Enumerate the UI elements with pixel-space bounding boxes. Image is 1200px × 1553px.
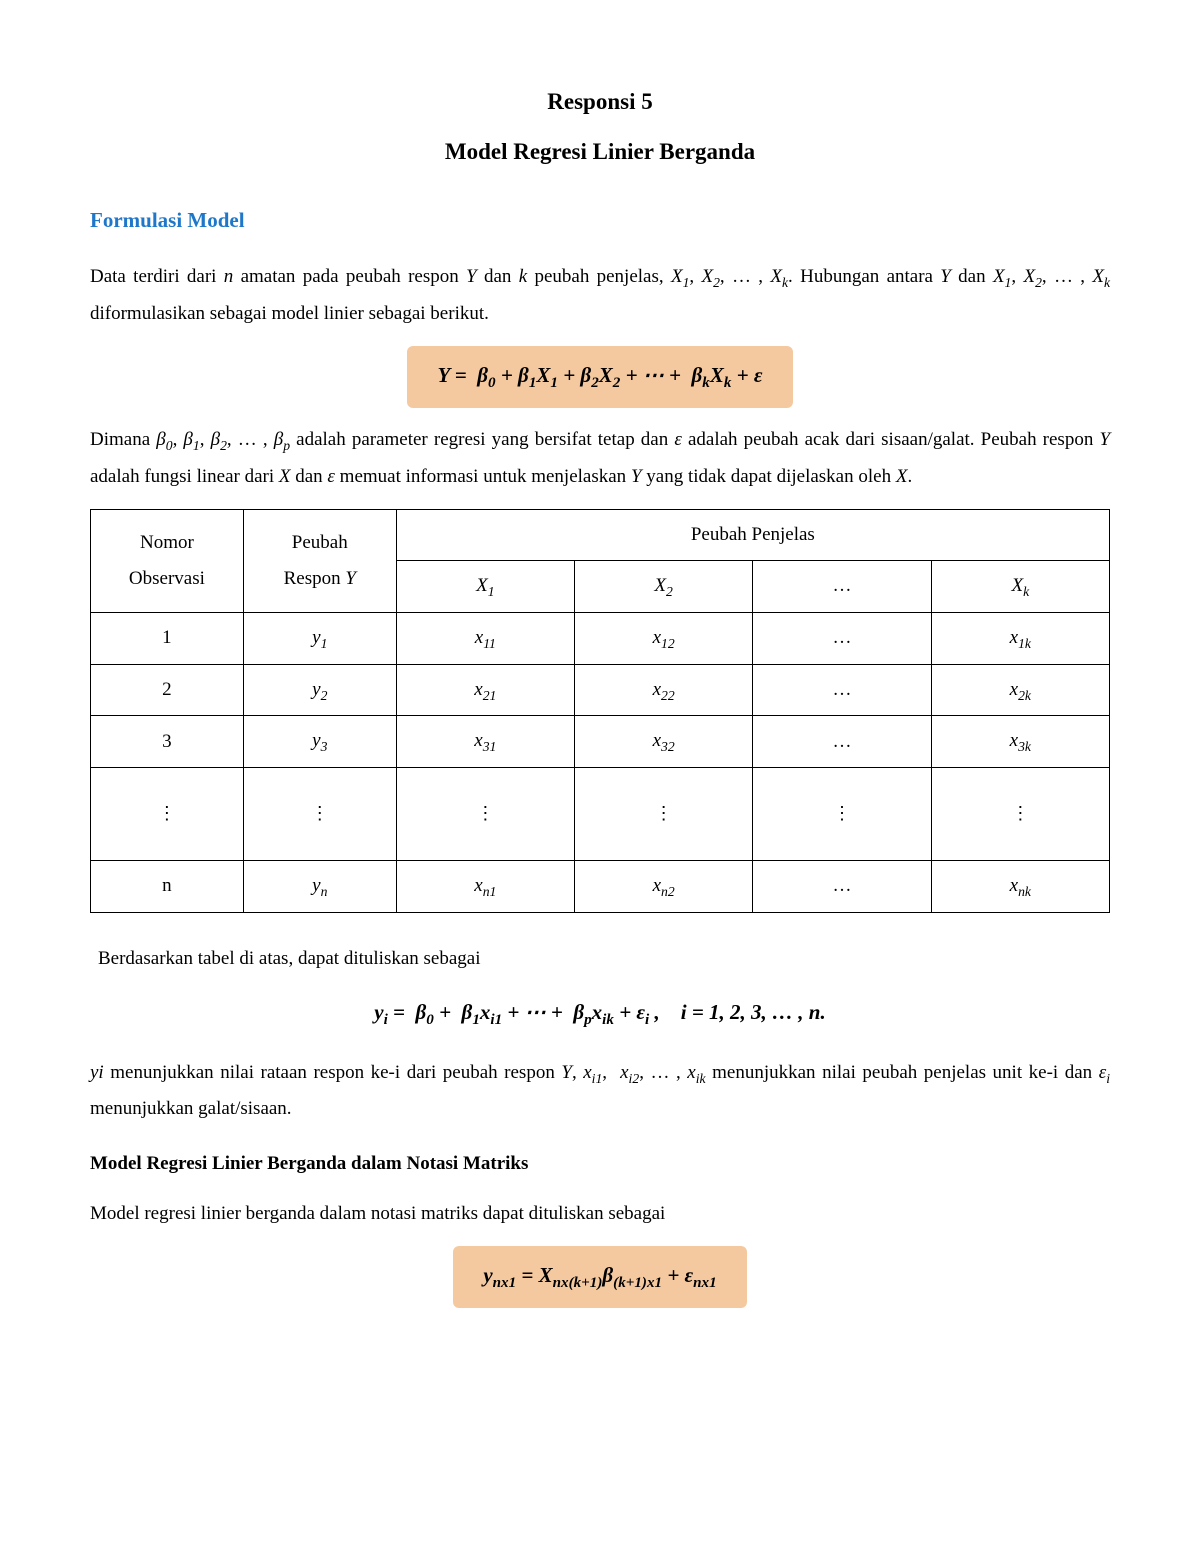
table-row: 1y1x11x12…x1k [91,612,1110,664]
table-cell: y2 [243,664,396,716]
paragraph-intro: Data terdiri dari n amatan pada peubah r… [90,259,1110,332]
table-cell: ⋮ [931,768,1109,861]
table-cell: x3k [931,716,1109,768]
table-cell: ⋮ [753,768,931,861]
table-row: 3y3x31x32…x3k [91,716,1110,768]
paragraph-parameters: Dimana β0, β1, β2, … , βp adalah paramet… [90,422,1110,495]
table-cell: … [753,716,931,768]
table-cell: ⋮ [575,768,753,861]
table-cell: y1 [243,612,396,664]
table-cell: x11 [396,612,574,664]
col-penjelas-span: Peubah Penjelas [396,509,1109,560]
table-cell: x32 [575,716,753,768]
formula-1: Y = β0 + β1X1 + β2X2 + ⋯ + βkXk + ε [407,346,792,408]
table-cell: xnk [931,860,1109,912]
table-cell: yn [243,860,396,912]
col-x2: X2 [575,561,753,613]
table-cell: y3 [243,716,396,768]
table-cell: … [753,664,931,716]
col-xk: Xk [931,561,1109,613]
table-row: ⋮⋮⋮⋮⋮⋮ [91,768,1110,861]
title-block: Responsi 5 Model Regresi Linier Berganda [90,80,1110,173]
paragraph-table-caption: Berdasarkan tabel di atas, dapat ditulis… [90,941,1110,977]
table-cell: … [753,860,931,912]
formula-3: ynx1 = Xnx(k+1)β(k+1)x1 + εnx1 [453,1246,746,1308]
formula-2: yi = β0 + β1xi1 + ⋯ + βpxik + εi , i = 1… [90,993,1110,1035]
section-heading-formulasi: Formulasi Model [90,201,1110,241]
table-cell: xn1 [396,860,574,912]
table-cell: 3 [91,716,244,768]
table-row: nynxn1xn2…xnk [91,860,1110,912]
table-cell: xn2 [575,860,753,912]
col-nomor: Nomor Observasi [91,509,244,612]
table-cell: x2k [931,664,1109,716]
table-cell: x21 [396,664,574,716]
table-cell: x12 [575,612,753,664]
table-cell: ⋮ [91,768,244,861]
table-cell: x1k [931,612,1109,664]
table-cell: ⋮ [396,768,574,861]
table-cell: 1 [91,612,244,664]
table-cell: 2 [91,664,244,716]
subheading-matrix: Model Regresi Linier Berganda dalam Nota… [90,1146,1110,1182]
table-cell: x22 [575,664,753,716]
col-respon: Peubah Respon Y [243,509,396,612]
col-x1: X1 [396,561,574,613]
paragraph-yi-explain: yi menunjukkan nilai rataan respon ke-i … [90,1055,1110,1128]
title-line-1: Responsi 5 [90,80,1110,124]
observation-table: Nomor Observasi Peubah Respon Y Peubah P… [90,509,1110,913]
table-cell: … [753,612,931,664]
table-cell: n [91,860,244,912]
col-dots: … [753,561,931,613]
formula-1-wrap: Y = β0 + β1X1 + β2X2 + ⋯ + βkXk + ε [90,346,1110,408]
title-line-2: Model Regresi Linier Berganda [90,130,1110,174]
formula-3-wrap: ynx1 = Xnx(k+1)β(k+1)x1 + εnx1 [90,1246,1110,1308]
table-cell: ⋮ [243,768,396,861]
table-row: 2y2x21x22…x2k [91,664,1110,716]
paragraph-matrix-intro: Model regresi linier berganda dalam nota… [90,1196,1110,1232]
table-header-row-1: Nomor Observasi Peubah Respon Y Peubah P… [91,509,1110,560]
table-cell: x31 [396,716,574,768]
